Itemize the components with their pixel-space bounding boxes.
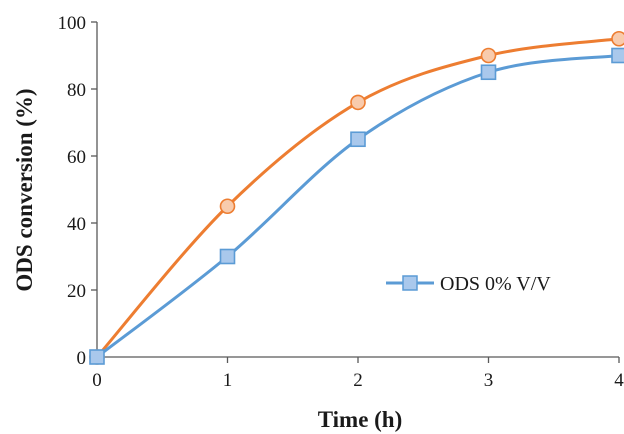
y-tick-label: 100 (58, 13, 87, 34)
legend: ODS 0% V/V (386, 273, 551, 295)
y-tick-labels: 0 20 40 60 80 100 (58, 13, 87, 369)
data-point-circle (611, 30, 624, 47)
x-tick-label: 2 (353, 370, 363, 391)
data-point-square (89, 349, 105, 365)
data-point-square (611, 47, 624, 64)
y-tick-label: 40 (67, 214, 86, 235)
data-point-square (480, 64, 497, 81)
data-point-circle (480, 47, 497, 64)
data-point-circle (350, 94, 366, 111)
y-axis-title: ODS conversion (%) (12, 88, 37, 291)
axes (91, 21, 620, 363)
series-square (89, 47, 624, 365)
x-tick-label: 3 (484, 370, 494, 391)
legend-square-marker (402, 275, 418, 291)
legend-label: ODS 0% V/V (440, 273, 551, 295)
data-point-square (350, 131, 366, 148)
series-line (95, 37, 620, 358)
x-tick-label: 1 (223, 370, 233, 391)
x-tick-label: 4 (614, 370, 624, 391)
y-tick-label: 60 (67, 147, 86, 168)
x-tick-label: 0 (92, 370, 102, 391)
data-point-circle (219, 198, 236, 215)
series-layer (89, 30, 624, 365)
y-tick-label: 80 (67, 80, 86, 101)
x-tick-labels: 0 1 2 3 4 (92, 370, 624, 391)
y-tick-label: 20 (67, 281, 86, 302)
data-point-square (219, 248, 236, 265)
x-axis-title: Time (h) (318, 407, 403, 432)
y-tick-label: 0 (77, 348, 87, 369)
series-circle (89, 30, 624, 365)
